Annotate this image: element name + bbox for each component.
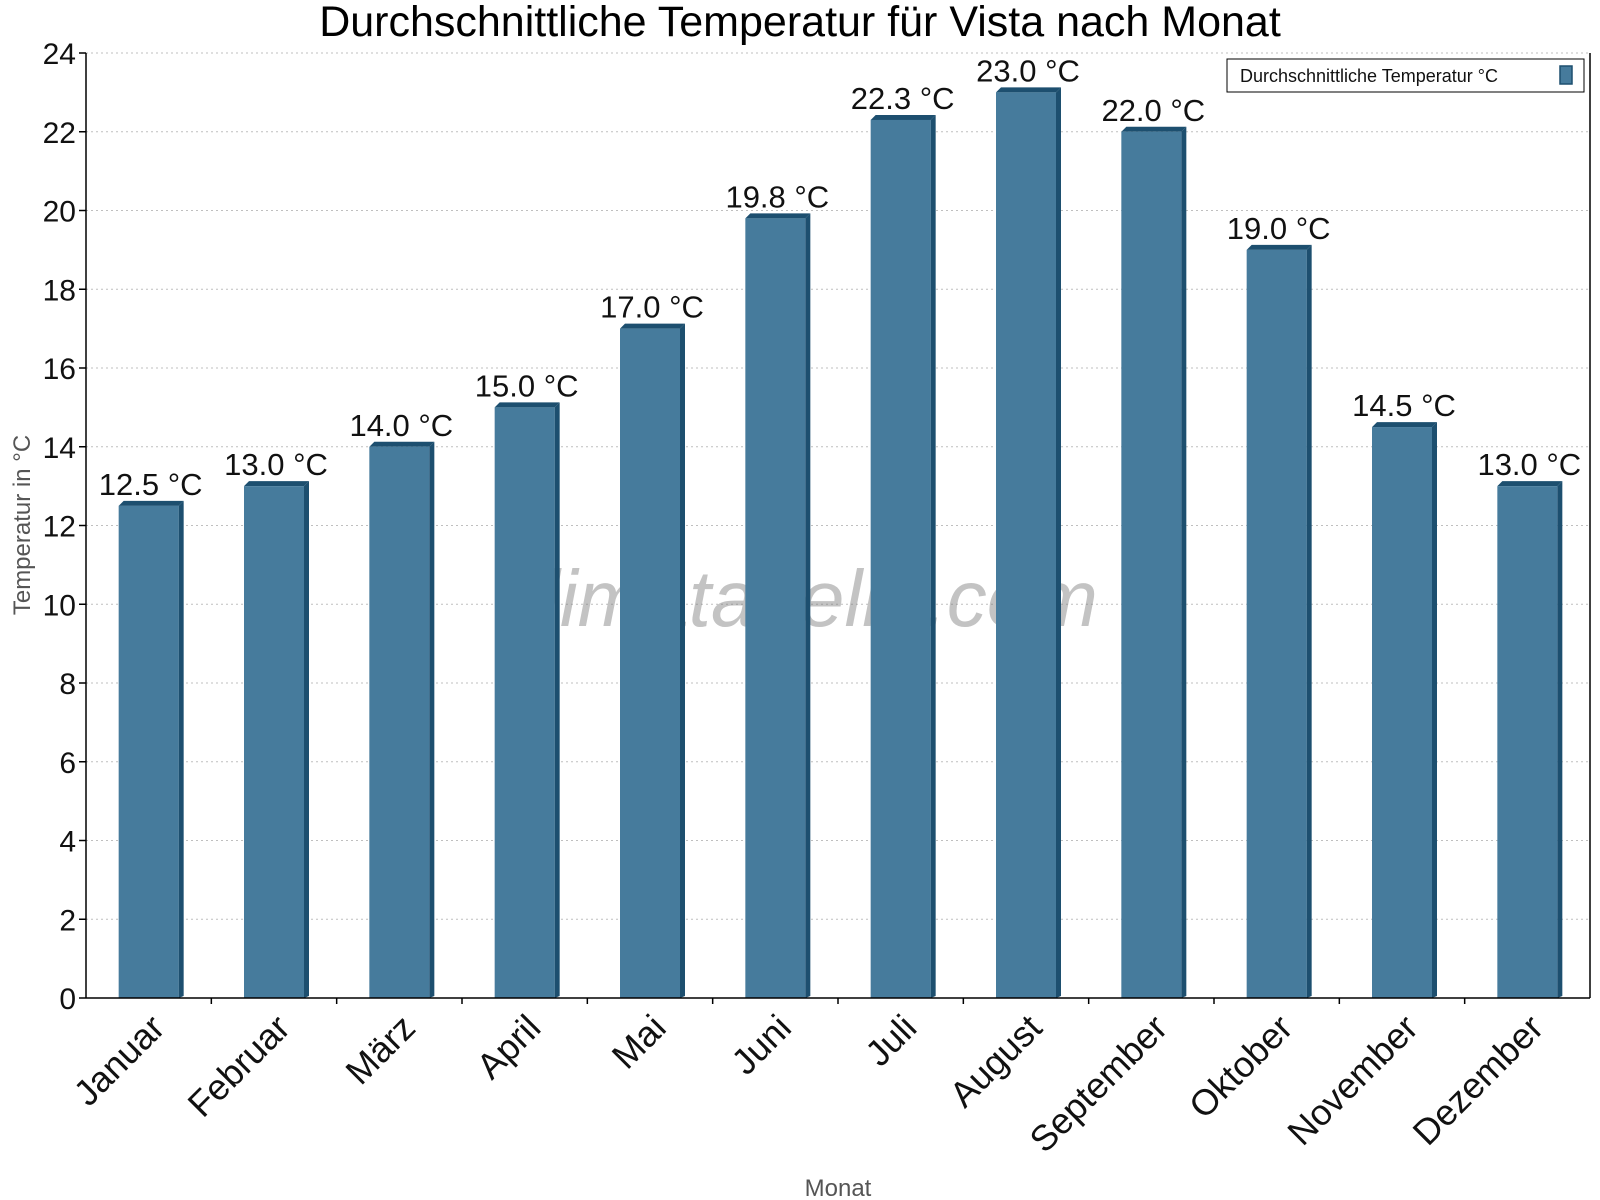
data-label: 14.5 °C xyxy=(1352,388,1456,423)
x-tick-label: Mai xyxy=(604,1007,674,1077)
bar-side xyxy=(1181,126,1187,998)
bar-11 xyxy=(1372,422,1437,998)
data-label: 13.0 °C xyxy=(1477,447,1581,482)
data-label: 19.0 °C xyxy=(1227,211,1331,246)
bar-top xyxy=(1372,422,1437,428)
y-tick-label: 22 xyxy=(43,117,76,150)
x-tick-label: November xyxy=(1279,1007,1425,1153)
data-label: 17.0 °C xyxy=(600,290,704,325)
bars xyxy=(118,87,1563,998)
legend-swatch xyxy=(1559,65,1573,85)
bar-top xyxy=(1121,126,1187,132)
bar-side xyxy=(680,323,685,998)
bar-1 xyxy=(118,500,184,998)
bar-9 xyxy=(1121,126,1187,998)
y-tick-label: 2 xyxy=(59,904,76,937)
x-tick-label: Oktober xyxy=(1181,1007,1301,1127)
y-tick-label: 14 xyxy=(43,432,76,465)
bar-12 xyxy=(1497,481,1563,998)
x-tick-label: März xyxy=(337,1007,423,1093)
bar-side xyxy=(1432,422,1437,998)
bar-face xyxy=(745,218,806,998)
bar-face xyxy=(369,446,430,998)
bar-top xyxy=(1497,481,1563,487)
x-tick-label: August xyxy=(941,1007,1049,1115)
x-tick-label: Dezember xyxy=(1405,1007,1551,1153)
bar-6 xyxy=(745,213,811,998)
bar-2 xyxy=(244,481,309,998)
y-tick-label: 10 xyxy=(43,589,76,622)
bar-4 xyxy=(494,402,560,998)
data-labels: 12.5 °C 13.0 °C 14.0 °C 15.0 °C 17.0 °C 19.8 … xyxy=(99,53,1581,501)
bar-side xyxy=(554,402,560,998)
bar-top xyxy=(1246,244,1312,250)
bar-face xyxy=(244,486,304,998)
y-tick-label: 18 xyxy=(43,274,76,307)
bar-side xyxy=(1306,244,1312,998)
bar-top xyxy=(620,323,685,329)
bar-face xyxy=(620,328,680,998)
data-label: 13.0 °C xyxy=(224,447,328,482)
y-tick-label: 4 xyxy=(59,826,76,859)
bar-top xyxy=(494,402,560,408)
bar-3 xyxy=(369,441,435,998)
y-tick-label: 16 xyxy=(43,353,76,386)
bar-side xyxy=(1557,481,1563,998)
bar-side xyxy=(1056,87,1061,998)
data-label: 14.0 °C xyxy=(349,408,453,443)
y-tick-label: 20 xyxy=(43,196,76,229)
x-tick-label: September xyxy=(1021,1007,1175,1161)
y-axis-label: Temperatur in °C xyxy=(9,435,36,615)
x-tick-label: Februar xyxy=(180,1007,298,1125)
x-tick-label: Januar xyxy=(65,1007,172,1114)
bar-top xyxy=(369,441,435,447)
bar-side xyxy=(805,213,811,998)
bar-side xyxy=(304,481,309,998)
x-ticks: Januar Februar März April Mai Juni Juli AugustS… xyxy=(65,998,1551,1160)
data-label: 19.8 °C xyxy=(725,179,829,214)
x-tick-label: Juni xyxy=(723,1007,799,1083)
bar-side xyxy=(178,500,184,998)
x-tick-label: April xyxy=(468,1007,548,1087)
chart-title: Durchschnittliche Temperatur für Vista n… xyxy=(319,0,1281,46)
y-tick-label: 6 xyxy=(59,747,76,780)
legend-label: Durchschnittliche Temperatur °C xyxy=(1240,66,1498,86)
bar-face xyxy=(1121,131,1182,998)
bar-5 xyxy=(620,323,685,998)
data-label: 12.5 °C xyxy=(99,467,203,502)
data-label: 22.0 °C xyxy=(1101,93,1205,128)
bar-face xyxy=(1372,427,1432,998)
bar-8 xyxy=(996,87,1061,998)
data-label: 15.0 °C xyxy=(475,368,579,403)
y-tick-label: 12 xyxy=(43,511,76,544)
bar-face xyxy=(494,407,555,998)
bar-top xyxy=(244,481,309,487)
bar-face xyxy=(1497,486,1558,998)
bar-10 xyxy=(1246,244,1312,998)
bar-face xyxy=(1246,249,1307,998)
bar-face xyxy=(996,92,1056,998)
data-label: 22.3 °C xyxy=(851,81,955,116)
bar-side xyxy=(429,441,435,998)
x-axis-label: Monat xyxy=(805,1175,872,1200)
y-tick-label: 8 xyxy=(59,668,76,701)
x-tick-label: Juli xyxy=(857,1007,924,1074)
y-tick-label: 24 xyxy=(43,38,76,71)
y-tick-label: 0 xyxy=(59,983,76,1016)
data-label: 23.0 °C xyxy=(976,53,1080,88)
bar-top xyxy=(996,87,1061,93)
bar-top xyxy=(118,500,184,506)
legend-box xyxy=(1226,58,1585,93)
gridlines xyxy=(86,52,1590,920)
bar-top xyxy=(870,114,936,120)
bar-side xyxy=(930,114,936,998)
bar-7 xyxy=(870,114,936,998)
legend: Durchschnittliche Temperatur °C xyxy=(1226,58,1585,93)
bar-face xyxy=(118,505,179,998)
bar-top xyxy=(745,213,811,219)
bar-face xyxy=(870,119,931,998)
